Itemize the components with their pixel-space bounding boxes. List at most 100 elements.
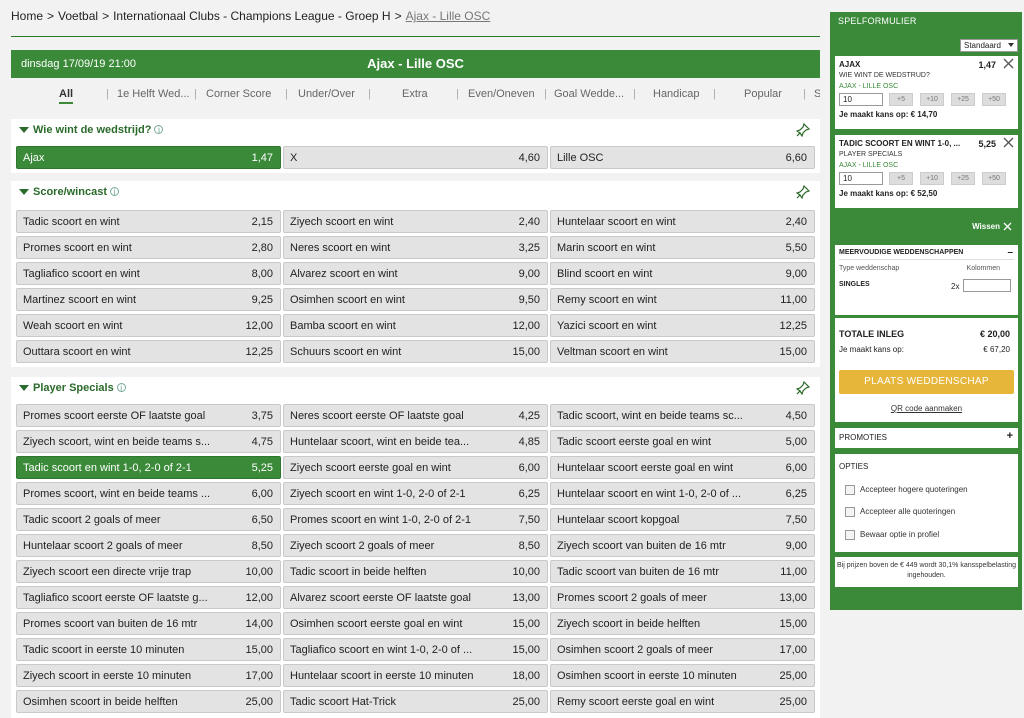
odds-button[interactable]: Osimhen scoort en wint 9,50 (283, 288, 548, 311)
odds-button[interactable]: Alvarez scoort en wint 9,00 (283, 262, 548, 285)
odds-button[interactable]: Huntelaar scoort en wint 1-0, 2-0 of ...… (550, 482, 815, 505)
quick-stake-button[interactable]: +5 (889, 172, 913, 185)
odds-button[interactable]: Bamba scoort en wint 12,00 (283, 314, 548, 337)
odds-button[interactable]: Remy scoort eerste goal en wint 25,00 (550, 690, 815, 713)
odds-button[interactable]: Tadic scoort Hat-Trick 25,00 (283, 690, 548, 713)
section-header[interactable]: Wie wint de wedstrijd? i (11, 119, 820, 141)
pin-icon[interactable] (796, 381, 810, 395)
odds-button[interactable]: Ziyech scoort, wint en beide teams s... 4… (16, 430, 281, 453)
odds-button[interactable]: Huntelaar scoort, wint en beide tea... 4,… (283, 430, 548, 453)
quick-stake-button[interactable]: +10 (920, 93, 944, 106)
odds-button[interactable]: Neres scoort en wint 3,25 (283, 236, 548, 259)
close-icon[interactable] (1003, 137, 1014, 148)
odds-button[interactable]: Huntelaar scoort kopgoal 7,50 (550, 508, 815, 531)
odds-button[interactable]: Promes scoort en wint 2,80 (16, 236, 281, 259)
odds-button[interactable]: Osimhen scoort eerste goal en wint 15,00 (283, 612, 548, 635)
odds-button[interactable]: Marin scoort en wint 5,50 (550, 236, 815, 259)
odds-button[interactable]: Osimhen scoort in beide helften 25,00 (16, 690, 281, 713)
odds-button[interactable]: Alvarez scoort eerste OF laatste goal 13,… (283, 586, 548, 609)
odds-button[interactable]: Promes scoort, wint en beide teams ... 6,… (16, 482, 281, 505)
pin-icon[interactable] (796, 123, 810, 137)
odds-button[interactable]: Tadic scoort en wint 1-0, 2-0 of 2-1 5,25 (16, 456, 281, 479)
stake-input[interactable]: 10 (839, 93, 883, 106)
odds-button[interactable]: X 4,60 (283, 146, 548, 169)
info-icon[interactable]: i (116, 383, 126, 393)
odds-button[interactable]: Promes scoort 2 goals of meer 13,00 (550, 586, 815, 609)
quick-stake-button[interactable]: +25 (951, 93, 975, 106)
stake-input[interactable]: 10 (839, 172, 883, 185)
odds-button[interactable]: Tadic scoort, wint en beide teams sc... 4… (550, 404, 815, 427)
tab-even-oneven[interactable]: Even/Oneven (468, 88, 535, 100)
section-header[interactable]: Score/wincast i (11, 181, 820, 203)
odds-button[interactable]: Tadic scoort in beide helften 10,00 (283, 560, 548, 583)
checkbox[interactable] (845, 507, 855, 517)
odds-button[interactable]: Ziyech scoort en wint 2,40 (283, 210, 548, 233)
tab-corner-score[interactable]: Corner Score (206, 88, 272, 100)
odds-button[interactable]: Blind scoort en wint 9,00 (550, 262, 815, 285)
collapse-icon[interactable]: – (1007, 247, 1013, 258)
odds-button[interactable]: Ziyech scoort een directe vrije trap 10,0… (16, 560, 281, 583)
odds-button[interactable]: Ziyech scoort en wint 1-0, 2-0 of 2-1 6,2… (283, 482, 548, 505)
odds-button[interactable]: Promes scoort eerste OF laatste goal 3,75 (16, 404, 281, 427)
odds-button[interactable]: Tagliafico scoort en wint 8,00 (16, 262, 281, 285)
option-save-profile[interactable]: Bewaar optie in profiel (845, 530, 939, 540)
odds-button[interactable]: Remy scoort en wint 11,00 (550, 288, 815, 311)
odds-button[interactable]: Schuurs scoort en wint 15,00 (283, 340, 548, 363)
pin-icon[interactable] (796, 185, 810, 199)
breadcrumb-home[interactable]: Home (11, 9, 44, 23)
tab-extra[interactable]: Extra (402, 88, 428, 100)
odds-button[interactable]: Weah scoort en wint 12,00 (16, 314, 281, 337)
odds-button[interactable]: Lille OSC 6,60 (550, 146, 815, 169)
betslip-mode-select[interactable]: Standaard (960, 39, 1018, 52)
odds-button[interactable]: Tadic scoort van buiten de 16 mtr 11,00 (550, 560, 815, 583)
checkbox[interactable] (845, 485, 855, 495)
quick-stake-button[interactable]: +50 (982, 93, 1006, 106)
odds-button[interactable]: Ajax 1,47 (16, 146, 281, 169)
quick-stake-button[interactable]: +5 (889, 93, 913, 106)
collapse-caret-icon[interactable] (19, 127, 29, 133)
collapse-caret-icon[interactable] (19, 385, 29, 391)
odds-button[interactable]: Promes scoort en wint 1-0, 2-0 of 2-1 7,5… (283, 508, 548, 531)
odds-button[interactable]: Huntelaar scoort in eerste 10 minuten 18,… (283, 664, 548, 687)
quick-stake-button[interactable]: +10 (920, 172, 944, 185)
tab-1e-helft[interactable]: 1e Helft Wed... (117, 88, 190, 100)
odds-button[interactable]: Promes scoort van buiten de 16 mtr 14,00 (16, 612, 281, 635)
tab-more[interactable]: S (814, 88, 820, 100)
breadcrumb-voetbal[interactable]: Voetbal (58, 9, 99, 23)
odds-button[interactable]: Neres scoort eerste OF laatste goal 4,25 (283, 404, 548, 427)
odds-button[interactable]: Osimhen scoort 2 goals of meer 17,00 (550, 638, 815, 661)
tab-goal-weddenschappen[interactable]: Goal Wedde... (554, 88, 625, 100)
tab-all[interactable]: All (59, 88, 74, 104)
info-icon[interactable]: i (109, 187, 119, 197)
odds-button[interactable]: Tadic scoort 2 goals of meer 6,50 (16, 508, 281, 531)
tab-under-over[interactable]: Under/Over (298, 88, 355, 100)
odds-button[interactable]: Ziyech scoort van buiten de 16 mtr 9,00 (550, 534, 815, 557)
tab-popular[interactable]: Popular (744, 88, 782, 100)
odds-button[interactable]: Huntelaar scoort eerste goal en wint 6,00 (550, 456, 815, 479)
odds-button[interactable]: Tagliafico scoort en wint 1-0, 2-0 of ..… (283, 638, 548, 661)
option-accept-higher[interactable]: Accepteer hogere quoteringen (845, 485, 968, 495)
odds-button[interactable]: Veltman scoort en wint 15,00 (550, 340, 815, 363)
qr-code-link[interactable]: QR code aanmaken (890, 404, 963, 413)
odds-button[interactable]: Outtara scoort en wint 12,25 (16, 340, 281, 363)
odds-button[interactable]: Tagliafico scoort eerste OF laatste g...… (16, 586, 281, 609)
quick-stake-button[interactable]: +50 (982, 172, 1006, 185)
odds-button[interactable]: Tadic scoort en wint 2,15 (16, 210, 281, 233)
clear-betslip-button[interactable]: Wissen (972, 222, 1012, 231)
close-icon[interactable] (1003, 58, 1014, 69)
odds-button[interactable]: Osimhen scoort in eerste 10 minuten 25,00 (550, 664, 815, 687)
promotions-toggle[interactable]: PROMOTIES + (835, 428, 1018, 448)
odds-button[interactable]: Yazici scoort en wint 12,25 (550, 314, 815, 337)
checkbox[interactable] (845, 530, 855, 540)
info-icon[interactable]: i (154, 125, 164, 135)
tab-handicap[interactable]: Handicap (653, 88, 700, 100)
section-header[interactable]: Player Specials i (11, 377, 820, 399)
quick-stake-button[interactable]: +25 (951, 172, 975, 185)
columns-input[interactable] (963, 279, 1011, 292)
collapse-caret-icon[interactable] (19, 189, 29, 195)
odds-button[interactable]: Tadic scoort in eerste 10 minuten 15,00 (16, 638, 281, 661)
odds-button[interactable]: Ziyech scoort in beide helften 15,00 (550, 612, 815, 635)
odds-button[interactable]: Martinez scoort en wint 9,25 (16, 288, 281, 311)
odds-button[interactable]: Tadic scoort eerste goal en wint 5,00 (550, 430, 815, 453)
option-accept-all[interactable]: Accepteer alle quoteringen (845, 507, 955, 517)
